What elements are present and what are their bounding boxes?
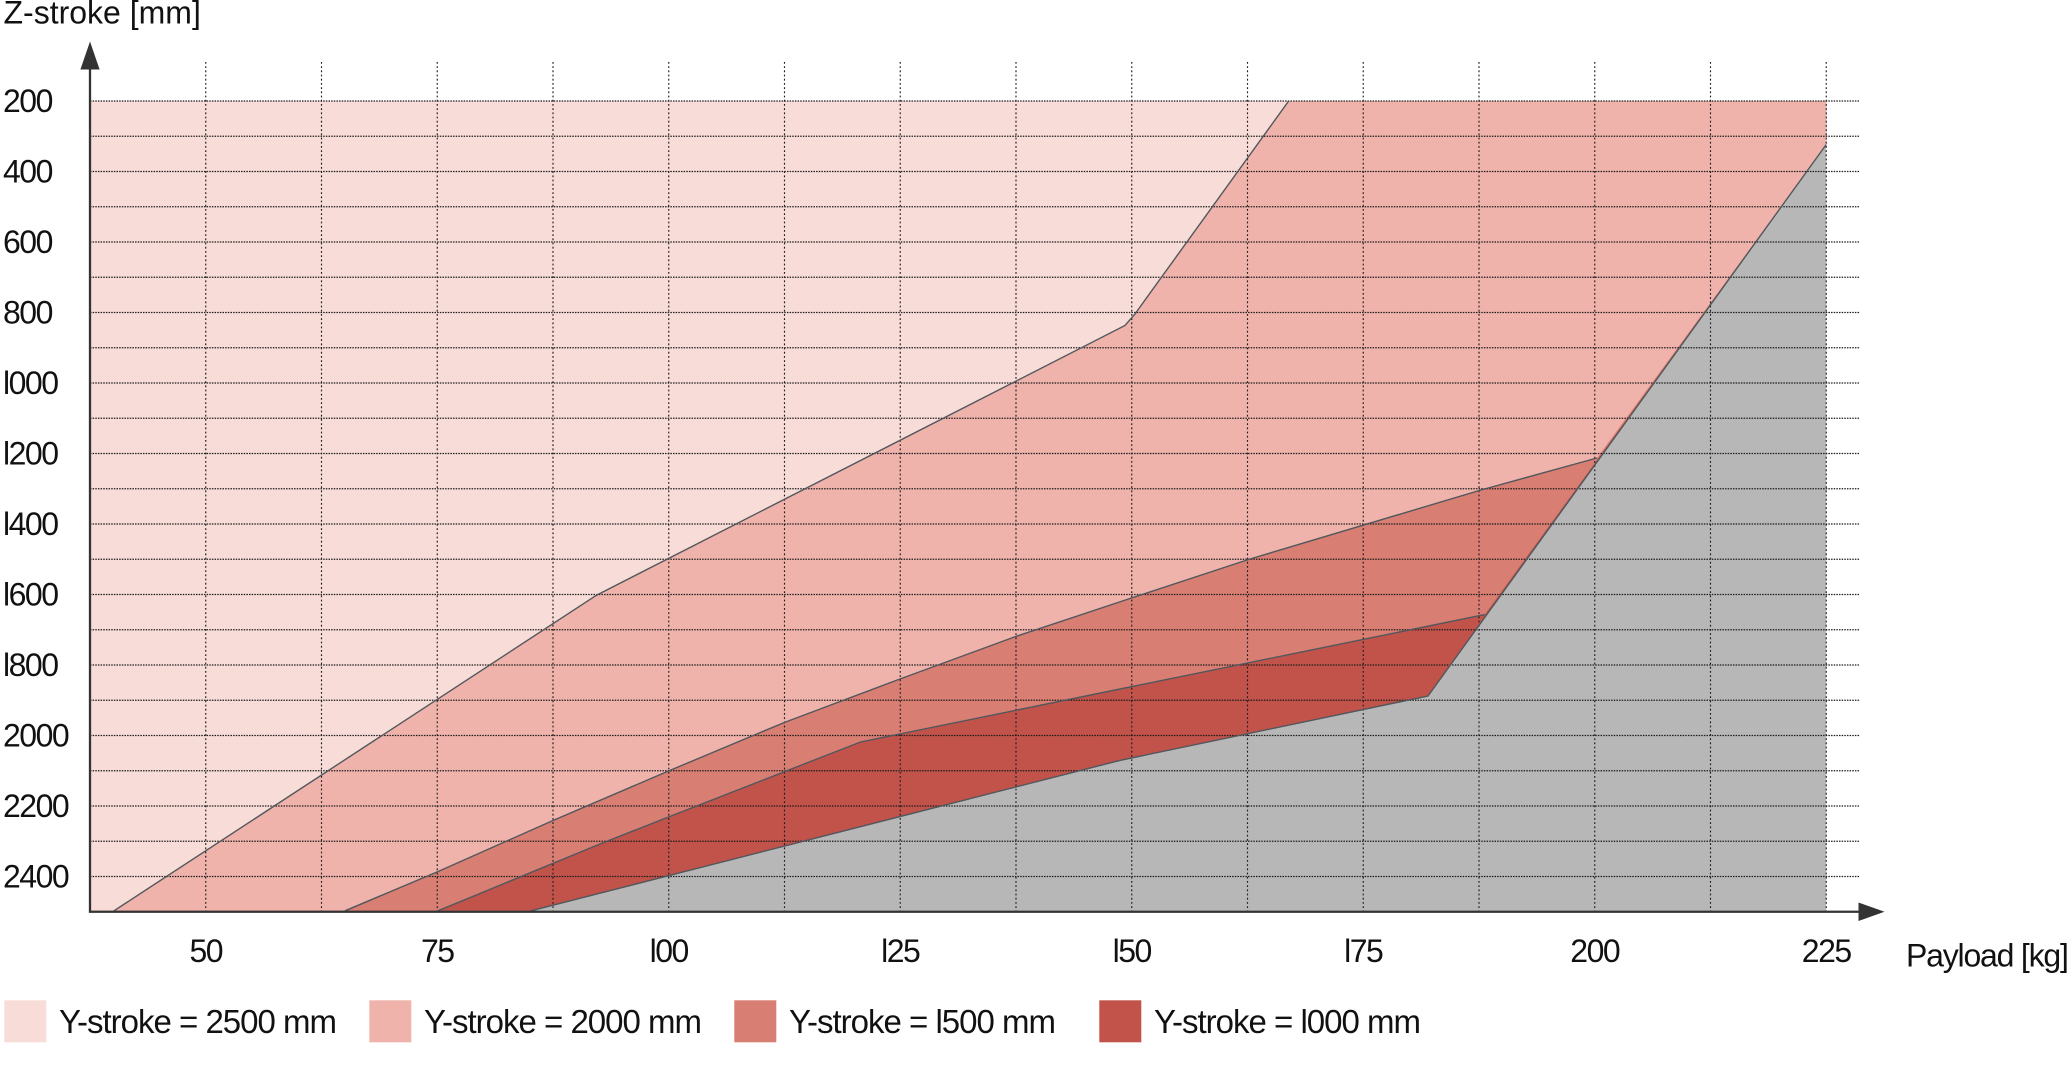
- svg-text:l200: l200: [3, 436, 58, 472]
- svg-text:2000: 2000: [3, 718, 69, 754]
- svg-text:2200: 2200: [3, 788, 69, 824]
- svg-text:200: 200: [1570, 933, 1620, 969]
- svg-text:Y-stroke = 2000 mm: Y-stroke = 2000 mm: [424, 1003, 701, 1040]
- svg-text:400: 400: [3, 154, 53, 190]
- svg-text:l400: l400: [3, 506, 58, 542]
- svg-text:800: 800: [3, 295, 53, 331]
- svg-text:Y-stroke = 2500 mm: Y-stroke = 2500 mm: [59, 1003, 336, 1040]
- svg-text:200: 200: [3, 83, 53, 119]
- svg-text:75: 75: [421, 933, 454, 969]
- svg-text:Y-stroke = l000 mm: Y-stroke = l000 mm: [1154, 1003, 1420, 1040]
- svg-text:2400: 2400: [3, 859, 69, 895]
- svg-text:l25: l25: [881, 933, 920, 969]
- svg-text:l00: l00: [650, 933, 689, 969]
- svg-text:l600: l600: [3, 577, 58, 613]
- svg-text:50: 50: [189, 933, 222, 969]
- svg-text:225: 225: [1802, 933, 1852, 969]
- svg-text:Z-stroke [mm]: Z-stroke [mm]: [4, 0, 201, 31]
- svg-text:l50: l50: [1113, 933, 1152, 969]
- svg-text:l75: l75: [1344, 933, 1383, 969]
- svg-text:Payload [kg]: Payload [kg]: [1906, 938, 2068, 974]
- svg-text:l800: l800: [3, 647, 58, 683]
- svg-text:600: 600: [3, 224, 53, 260]
- svg-text:l000: l000: [3, 365, 58, 401]
- svg-text:Y-stroke = l500 mm: Y-stroke = l500 mm: [789, 1003, 1055, 1040]
